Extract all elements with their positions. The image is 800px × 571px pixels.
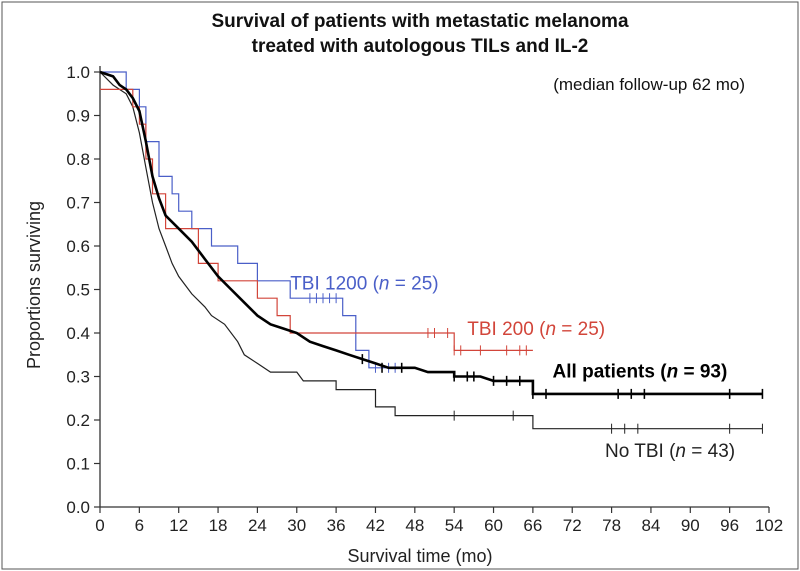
x-tick-label: 54 bbox=[445, 516, 464, 535]
series-label-part: n bbox=[675, 441, 686, 462]
series-label-part: TBI 200 ( bbox=[467, 319, 546, 340]
series-label-tbi-1200: TBI 1200 (n = 25) bbox=[290, 274, 438, 295]
series-label-part: = 93) bbox=[678, 361, 727, 382]
x-tick-label: 36 bbox=[327, 516, 346, 535]
chart-title-line-2: treated with autologous TILs and IL-2 bbox=[252, 36, 589, 57]
series-label-part: = 43) bbox=[686, 441, 735, 462]
chart-title-line-1: Survival of patients with metastatic mel… bbox=[211, 11, 628, 32]
chart-subtitle: (median follow-up 62 mo) bbox=[553, 75, 745, 94]
x-tick-label: 48 bbox=[405, 516, 424, 535]
x-tick-label: 66 bbox=[523, 516, 542, 535]
y-tick-label: 0.1 bbox=[66, 455, 90, 474]
x-tick-label: 42 bbox=[366, 516, 385, 535]
series-label-no-tbi: No TBI (n = 43) bbox=[605, 441, 735, 462]
x-tick-label: 0 bbox=[95, 516, 104, 535]
series-label-part: TBI 1200 ( bbox=[290, 274, 379, 295]
y-tick-label: 0.9 bbox=[66, 107, 90, 126]
y-tick-label: 1.0 bbox=[66, 63, 90, 82]
series-label-part: n bbox=[545, 319, 556, 340]
y-tick-label: 0.8 bbox=[66, 150, 90, 169]
x-tick-label: 72 bbox=[563, 516, 582, 535]
series-label-tbi-200: TBI 200 (n = 25) bbox=[467, 319, 605, 340]
y-tick-label: 0.2 bbox=[66, 411, 90, 430]
series-label-part: n bbox=[379, 274, 390, 295]
x-tick-label: 96 bbox=[720, 516, 739, 535]
series-line-all-patients bbox=[99, 70, 763, 396]
y-tick-label: 0.0 bbox=[66, 498, 90, 517]
y-tick-label: 0.4 bbox=[66, 324, 90, 343]
y-tick-label: 0.5 bbox=[66, 281, 90, 300]
x-tick-label: 12 bbox=[169, 516, 188, 535]
x-tick-label: 30 bbox=[287, 516, 306, 535]
series-label-part: All patients ( bbox=[553, 361, 668, 382]
series-label-part: = 25) bbox=[556, 319, 605, 340]
y-tick-label: 0.6 bbox=[66, 237, 90, 256]
x-tick-label: 90 bbox=[681, 516, 700, 535]
x-tick-label: 84 bbox=[641, 516, 660, 535]
axes: 0.0 0.1 0.2 0.3 0.4 0.5 0.6 0.7 0.8 0.9 1.0 0 6 12 18 2… bbox=[66, 63, 783, 535]
x-axis-label: Survival time (mo) bbox=[347, 546, 492, 566]
x-tick-label: 6 bbox=[135, 516, 144, 535]
y-tick-label: 0.7 bbox=[66, 194, 90, 213]
series-label-part: No TBI ( bbox=[605, 441, 676, 462]
series-line-no-tbi bbox=[99, 71, 763, 430]
x-tick-label: 78 bbox=[602, 516, 621, 535]
y-tick-label: 0.3 bbox=[66, 368, 90, 387]
y-axis-label: Proportions surviving bbox=[24, 201, 44, 369]
series-line-tbi-1200 bbox=[100, 71, 402, 369]
x-tick-label: 102 bbox=[755, 516, 783, 535]
series-line-tbi-200 bbox=[100, 88, 533, 351]
series-label-part: n bbox=[667, 361, 679, 382]
series-label-part: = 25) bbox=[390, 274, 439, 295]
x-tick-label: 18 bbox=[209, 516, 228, 535]
series-label-all-patients: All patients (n = 93) bbox=[553, 361, 728, 382]
x-tick-label: 60 bbox=[484, 516, 503, 535]
x-tick-label: 24 bbox=[248, 516, 267, 535]
series-labels: TBI 1200 (n = 25)TBI 200 (n = 25)All pat… bbox=[290, 274, 735, 462]
plot-area bbox=[99, 70, 764, 434]
